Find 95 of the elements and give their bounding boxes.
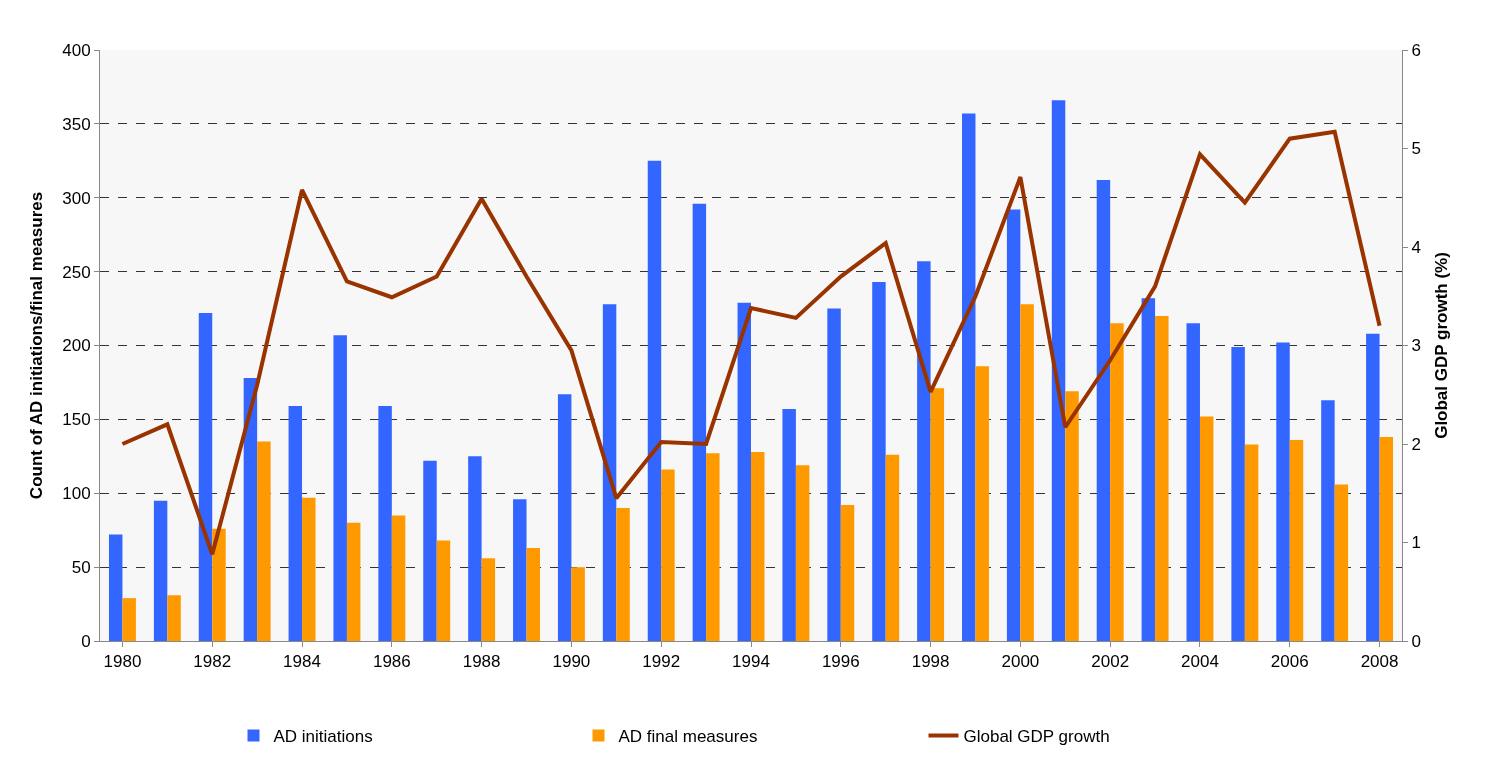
bar xyxy=(108,534,123,641)
x-tick-label: 1984 xyxy=(283,652,321,672)
bar xyxy=(1321,400,1335,641)
bar xyxy=(602,304,617,641)
x-tick-label: 1994 xyxy=(732,652,770,672)
line-series xyxy=(120,129,1382,557)
bar xyxy=(1244,444,1259,641)
bar xyxy=(333,335,347,641)
y2-tick-label: 5 xyxy=(1411,139,1421,159)
y-tick-label: 350 xyxy=(62,114,91,134)
legend-label: AD initiations xyxy=(273,727,373,747)
bar xyxy=(885,454,900,641)
bar xyxy=(513,499,527,641)
bar xyxy=(212,528,226,641)
x-tick-label: 1996 xyxy=(821,652,860,672)
y2-tick-label: 2 xyxy=(1411,434,1421,454)
x-tick-label: 2000 xyxy=(1001,652,1040,672)
bar xyxy=(391,515,406,641)
bar xyxy=(167,595,181,641)
bar xyxy=(975,366,989,641)
bar xyxy=(751,451,765,641)
bar xyxy=(795,465,810,641)
bar xyxy=(616,508,630,641)
y-tick-label: 0 xyxy=(81,631,91,651)
bar xyxy=(302,497,316,641)
bar xyxy=(1276,342,1290,641)
bar xyxy=(1199,416,1214,641)
bar xyxy=(423,460,437,641)
y-axis-title: Count of AD initiations/final measures xyxy=(26,191,46,500)
bar xyxy=(1334,484,1349,641)
bar xyxy=(1051,100,1066,641)
bar xyxy=(288,406,303,641)
bar xyxy=(468,456,482,641)
y-tick-label: 50 xyxy=(71,558,91,578)
x-tick-label: 2002 xyxy=(1091,652,1130,672)
bar xyxy=(557,394,572,641)
bar xyxy=(1096,180,1111,641)
bar xyxy=(1065,391,1079,641)
bar xyxy=(1231,346,1245,641)
legend-label: AD final measures xyxy=(618,727,758,747)
x-tick-label: 2004 xyxy=(1181,652,1219,672)
bar xyxy=(153,500,168,641)
x-tick-label: 1986 xyxy=(372,652,411,672)
y-tick-label: 400 xyxy=(62,40,91,60)
x-tick-label: 1980 xyxy=(103,652,142,672)
bar xyxy=(706,453,720,641)
bar xyxy=(917,261,931,641)
bar xyxy=(962,113,976,641)
bar xyxy=(827,308,841,641)
bar xyxy=(257,441,271,641)
bar xyxy=(1020,304,1034,641)
bar xyxy=(122,598,136,641)
bar xyxy=(1379,437,1394,641)
x-tick-label: 1982 xyxy=(193,652,232,672)
bar xyxy=(840,505,855,641)
bar xyxy=(647,160,662,641)
x-tick-label: 1990 xyxy=(552,652,591,672)
y2-axis-title: Global GDP growth (%) xyxy=(1432,252,1452,439)
legend-label: Global GDP growth xyxy=(963,727,1110,747)
x-tick-label: 1998 xyxy=(911,652,950,672)
x-tick-label: 2008 xyxy=(1360,652,1399,672)
y2-tick-label: 1 xyxy=(1411,533,1421,553)
y-tick-label: 150 xyxy=(62,410,91,430)
x-tick-label: 1988 xyxy=(462,652,501,672)
bar xyxy=(1186,323,1200,641)
bar xyxy=(436,540,451,641)
x-tick-label: 1992 xyxy=(642,652,681,672)
y2-tick-label: 3 xyxy=(1411,336,1421,356)
bar xyxy=(1366,333,1380,641)
x-tick-label: 2006 xyxy=(1270,652,1309,672)
bar xyxy=(571,567,585,641)
bar xyxy=(930,388,945,641)
bar xyxy=(661,469,675,641)
y2-tick-label: 6 xyxy=(1411,40,1421,60)
bar xyxy=(1289,440,1304,641)
y-tick-label: 100 xyxy=(62,484,91,504)
y2-tick-label: 4 xyxy=(1411,237,1421,257)
bar xyxy=(243,378,258,641)
y-tick-label: 250 xyxy=(62,262,91,282)
y-tick-label: 300 xyxy=(62,188,91,208)
y2-tick-label: 0 xyxy=(1411,631,1421,651)
bar xyxy=(1110,323,1124,641)
bar xyxy=(346,522,361,641)
bar xyxy=(526,547,540,641)
bar xyxy=(1006,209,1021,641)
bar xyxy=(198,313,213,641)
y-tick-label: 200 xyxy=(62,336,91,356)
bar xyxy=(737,302,751,641)
bar xyxy=(692,203,707,641)
bar xyxy=(872,281,886,641)
bar xyxy=(1141,298,1156,641)
bar xyxy=(1155,315,1169,641)
bar xyxy=(481,558,496,641)
bar xyxy=(378,406,392,641)
bar xyxy=(782,409,796,641)
